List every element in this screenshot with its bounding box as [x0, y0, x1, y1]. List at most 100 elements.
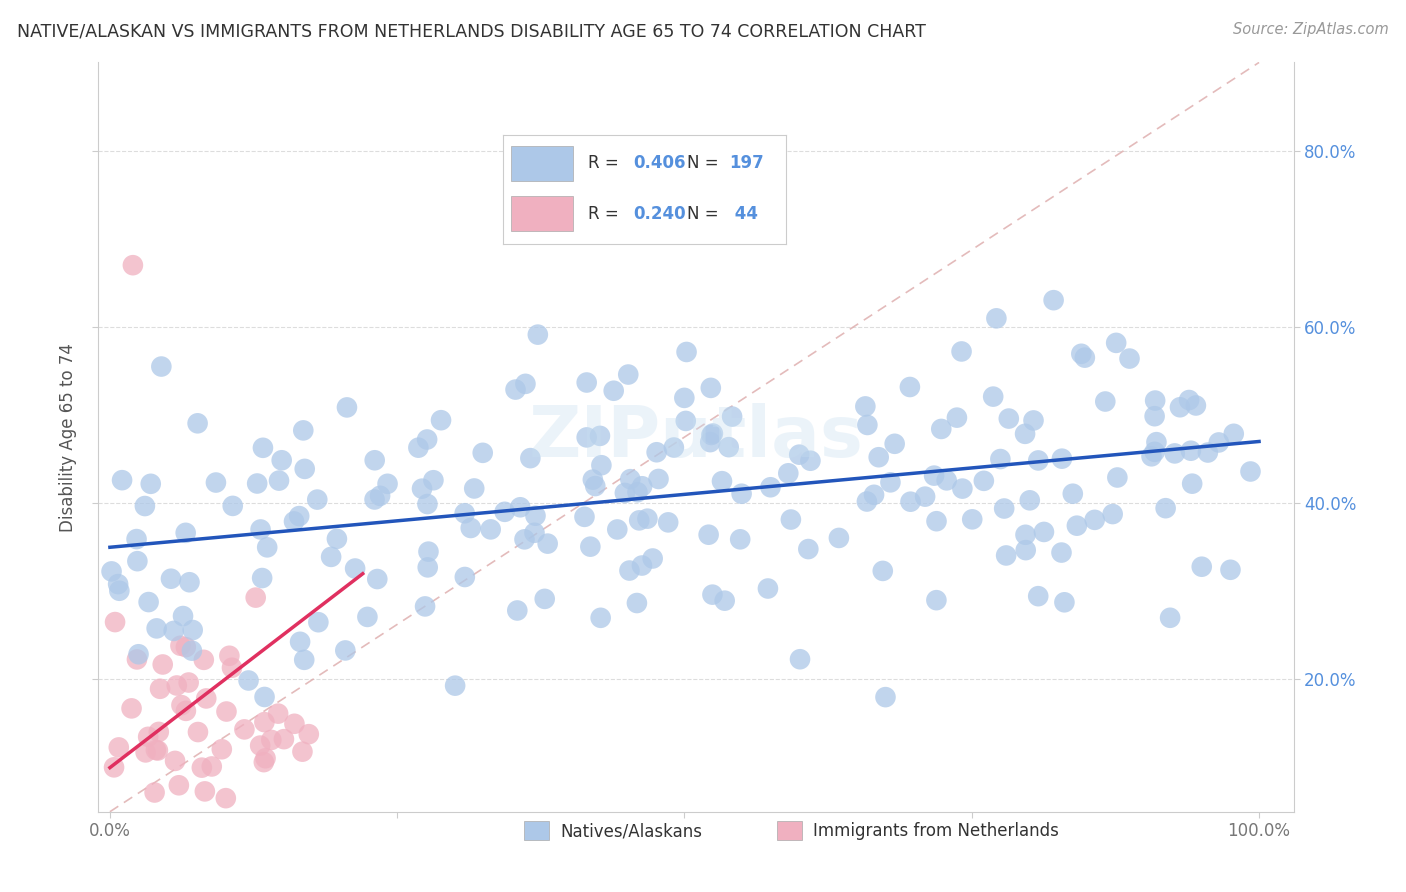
Point: [946, 410, 969, 425]
Point: [364, 453, 387, 467]
Point: [589, 429, 612, 443]
Point: [787, 448, 810, 462]
Y-axis label: Disability Age 65 to 74: Disability Age 65 to 74: [59, 343, 77, 532]
Point: [863, 488, 886, 502]
Point: [307, 492, 329, 507]
Point: [146, 743, 169, 757]
Point: [125, 532, 148, 546]
Point: [246, 476, 269, 491]
Point: [205, 475, 228, 490]
Point: [675, 414, 697, 428]
Point: [1222, 426, 1244, 441]
Point: [700, 428, 723, 442]
Point: [1026, 453, 1049, 467]
Point: [125, 652, 148, 666]
Point: [1014, 426, 1036, 441]
Point: [215, 705, 238, 719]
Point: [177, 675, 200, 690]
Point: [179, 575, 201, 590]
Point: [336, 401, 359, 415]
Point: [191, 761, 214, 775]
Point: [366, 572, 388, 586]
Point: [1074, 351, 1097, 365]
Point: [249, 523, 271, 537]
Point: [1050, 545, 1073, 559]
Point: [631, 558, 654, 573]
Point: [180, 643, 202, 657]
Point: [1118, 351, 1140, 366]
Point: [233, 723, 256, 737]
Point: [591, 458, 613, 473]
Point: [780, 512, 803, 526]
Text: 0.406: 0.406: [633, 154, 686, 172]
Point: [950, 482, 973, 496]
Point: [134, 499, 156, 513]
Point: [221, 661, 243, 675]
Point: [111, 473, 134, 487]
Point: [1208, 435, 1230, 450]
Point: [479, 522, 502, 536]
Text: N =: N =: [686, 204, 724, 223]
Point: [104, 615, 127, 629]
Point: [527, 327, 550, 342]
Point: [181, 623, 204, 637]
Point: [1191, 559, 1213, 574]
Point: [270, 453, 292, 467]
Point: [253, 755, 276, 769]
Point: [307, 615, 329, 630]
Point: [613, 486, 636, 500]
Text: R =: R =: [588, 154, 624, 172]
Point: [413, 599, 436, 614]
Point: [377, 476, 399, 491]
Point: [990, 452, 1012, 467]
Point: [636, 511, 658, 525]
Point: [174, 640, 197, 655]
Point: [128, 647, 150, 661]
Point: [1168, 401, 1191, 415]
Point: [103, 760, 125, 774]
Point: [195, 691, 218, 706]
Point: [778, 467, 800, 481]
Point: [1101, 507, 1123, 521]
Point: [288, 509, 311, 524]
Point: [711, 474, 734, 488]
Point: [253, 715, 276, 730]
Point: [143, 785, 166, 799]
Point: [215, 791, 238, 805]
Point: [606, 523, 628, 537]
Point: [356, 610, 378, 624]
Point: [218, 648, 240, 663]
Point: [1094, 394, 1116, 409]
Point: [165, 754, 187, 768]
Point: [935, 474, 957, 488]
Point: [537, 536, 560, 550]
Point: [416, 560, 439, 574]
Point: [519, 451, 541, 466]
Point: [411, 482, 433, 496]
Point: [1084, 513, 1107, 527]
Point: [513, 533, 536, 547]
Point: [662, 441, 685, 455]
Point: [252, 441, 274, 455]
Point: [981, 390, 1004, 404]
Point: [254, 751, 277, 765]
Point: [1180, 443, 1202, 458]
Point: [583, 479, 606, 493]
Point: [950, 344, 973, 359]
Point: [139, 476, 162, 491]
Point: [121, 701, 143, 715]
Point: [260, 733, 283, 747]
Point: [1018, 493, 1040, 508]
Point: [1239, 465, 1261, 479]
Point: [253, 690, 276, 704]
Point: [166, 678, 188, 692]
Point: [509, 500, 531, 515]
Point: [602, 384, 624, 398]
Point: [960, 512, 983, 526]
Point: [444, 679, 467, 693]
Point: [321, 549, 343, 564]
Point: [1154, 501, 1177, 516]
Point: [245, 591, 267, 605]
Point: [1164, 446, 1187, 460]
Point: [699, 435, 721, 450]
